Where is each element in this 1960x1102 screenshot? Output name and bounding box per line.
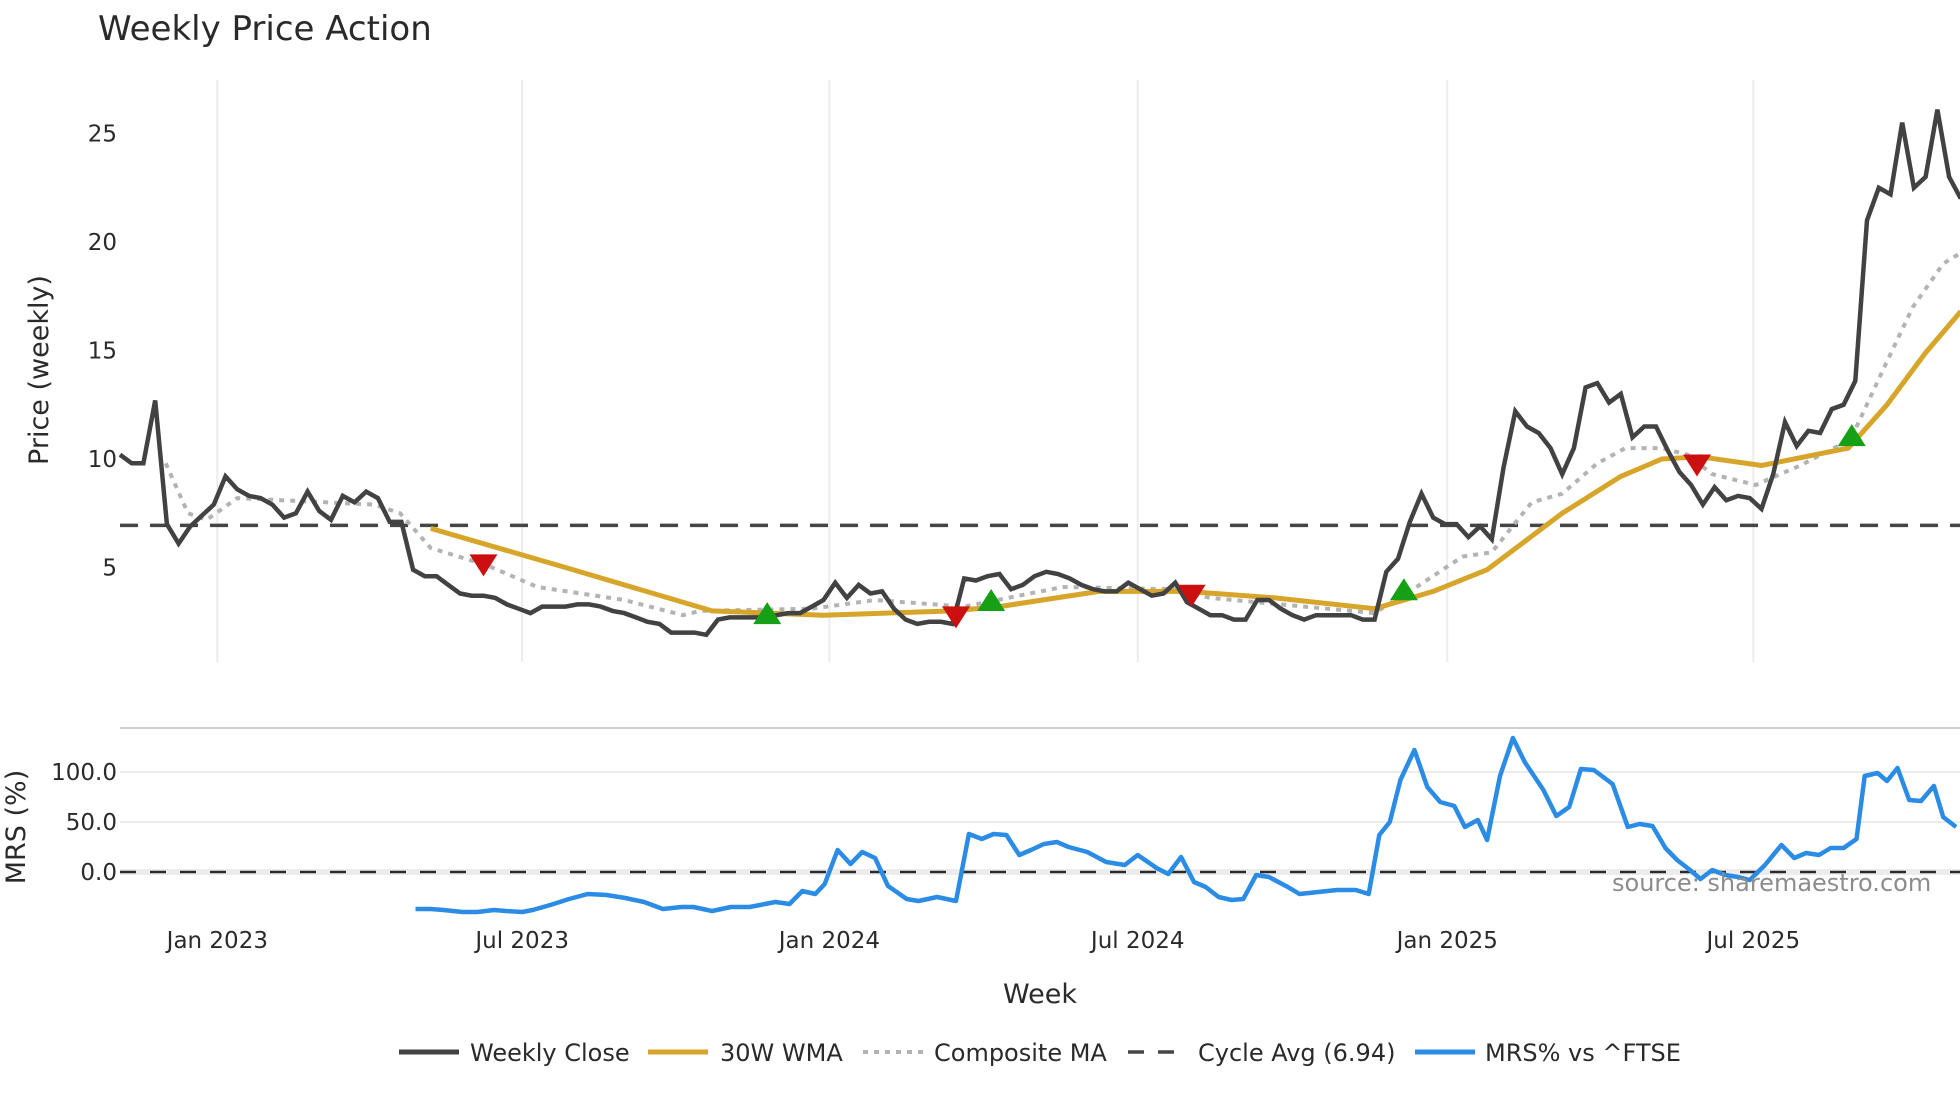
legend-label-mrs: MRS% vs ^FTSE — [1485, 1039, 1681, 1067]
sell-signal-triangle-icon — [469, 554, 498, 577]
mrs-axis-title: MRS (%) — [1, 770, 32, 885]
price-tick-label: 10 — [88, 447, 117, 473]
legend-label-composite: Composite MA — [934, 1039, 1107, 1067]
price-axis-ticks: 5 10 15 20 25 — [88, 122, 117, 582]
legend-label-cycle: Cycle Avg (6.94) — [1198, 1039, 1395, 1067]
source-note: source: sharemaestro.com — [1612, 869, 1931, 897]
x-axis-title: Week — [1003, 979, 1077, 1010]
x-tick-label: Jul 2024 — [1089, 928, 1185, 954]
sell-signal-triangle-icon — [1177, 584, 1206, 607]
legend-label-wma: 30W WMA — [720, 1039, 843, 1067]
signal-markers — [469, 424, 1866, 629]
buy-signal-triangle-icon — [977, 589, 1006, 612]
legend: Weekly Close 30W WMA Composite MA Cycle Avg… — [399, 1039, 1681, 1067]
x-tick-label: Jul 2025 — [1704, 928, 1800, 954]
price-tick-label: 25 — [88, 122, 117, 148]
x-tick-label: Jan 2023 — [165, 928, 268, 954]
weekly-close-line — [118, 109, 1960, 638]
mrs-tick-label: 0.0 — [80, 860, 117, 886]
mrs-tick-label: 50.0 — [66, 810, 117, 836]
time-axis-ticks: Jan 2023 Jul 2023 Jan 2024 Jul 2024 Jan 2025… — [165, 928, 1800, 954]
x-tick-label: Jan 2025 — [1395, 928, 1498, 954]
buy-signal-triangle-icon — [1389, 578, 1418, 601]
mrs-tick-label: 100.0 — [51, 760, 117, 786]
price-axis-title: Price (weekly) — [24, 275, 55, 465]
price-tick-label: 15 — [88, 339, 117, 365]
mrs-axis-ticks: 100.0 50.0 0.0 — [51, 760, 117, 886]
main-plot-gridlines — [216, 80, 1755, 662]
buy-signal-triangle-icon — [753, 602, 782, 625]
legend-label-close: Weekly Close — [470, 1039, 630, 1067]
chart-title: Weekly Price Action — [98, 9, 432, 49]
sell-signal-triangle-icon — [941, 606, 970, 629]
x-tick-label: Jan 2024 — [777, 928, 880, 954]
sell-signal-triangle-icon — [1683, 454, 1712, 477]
mrs-plot-gridlines — [120, 771, 1960, 875]
buy-signal-triangle-icon — [1837, 424, 1866, 447]
wma-30w-line — [430, 309, 1960, 618]
x-tick-label: Jul 2023 — [473, 928, 569, 954]
price-tick-label: 20 — [88, 230, 117, 256]
mrs-line — [415, 735, 1958, 915]
price-tick-label: 5 — [102, 556, 117, 582]
composite-ma-line — [163, 251, 1960, 618]
